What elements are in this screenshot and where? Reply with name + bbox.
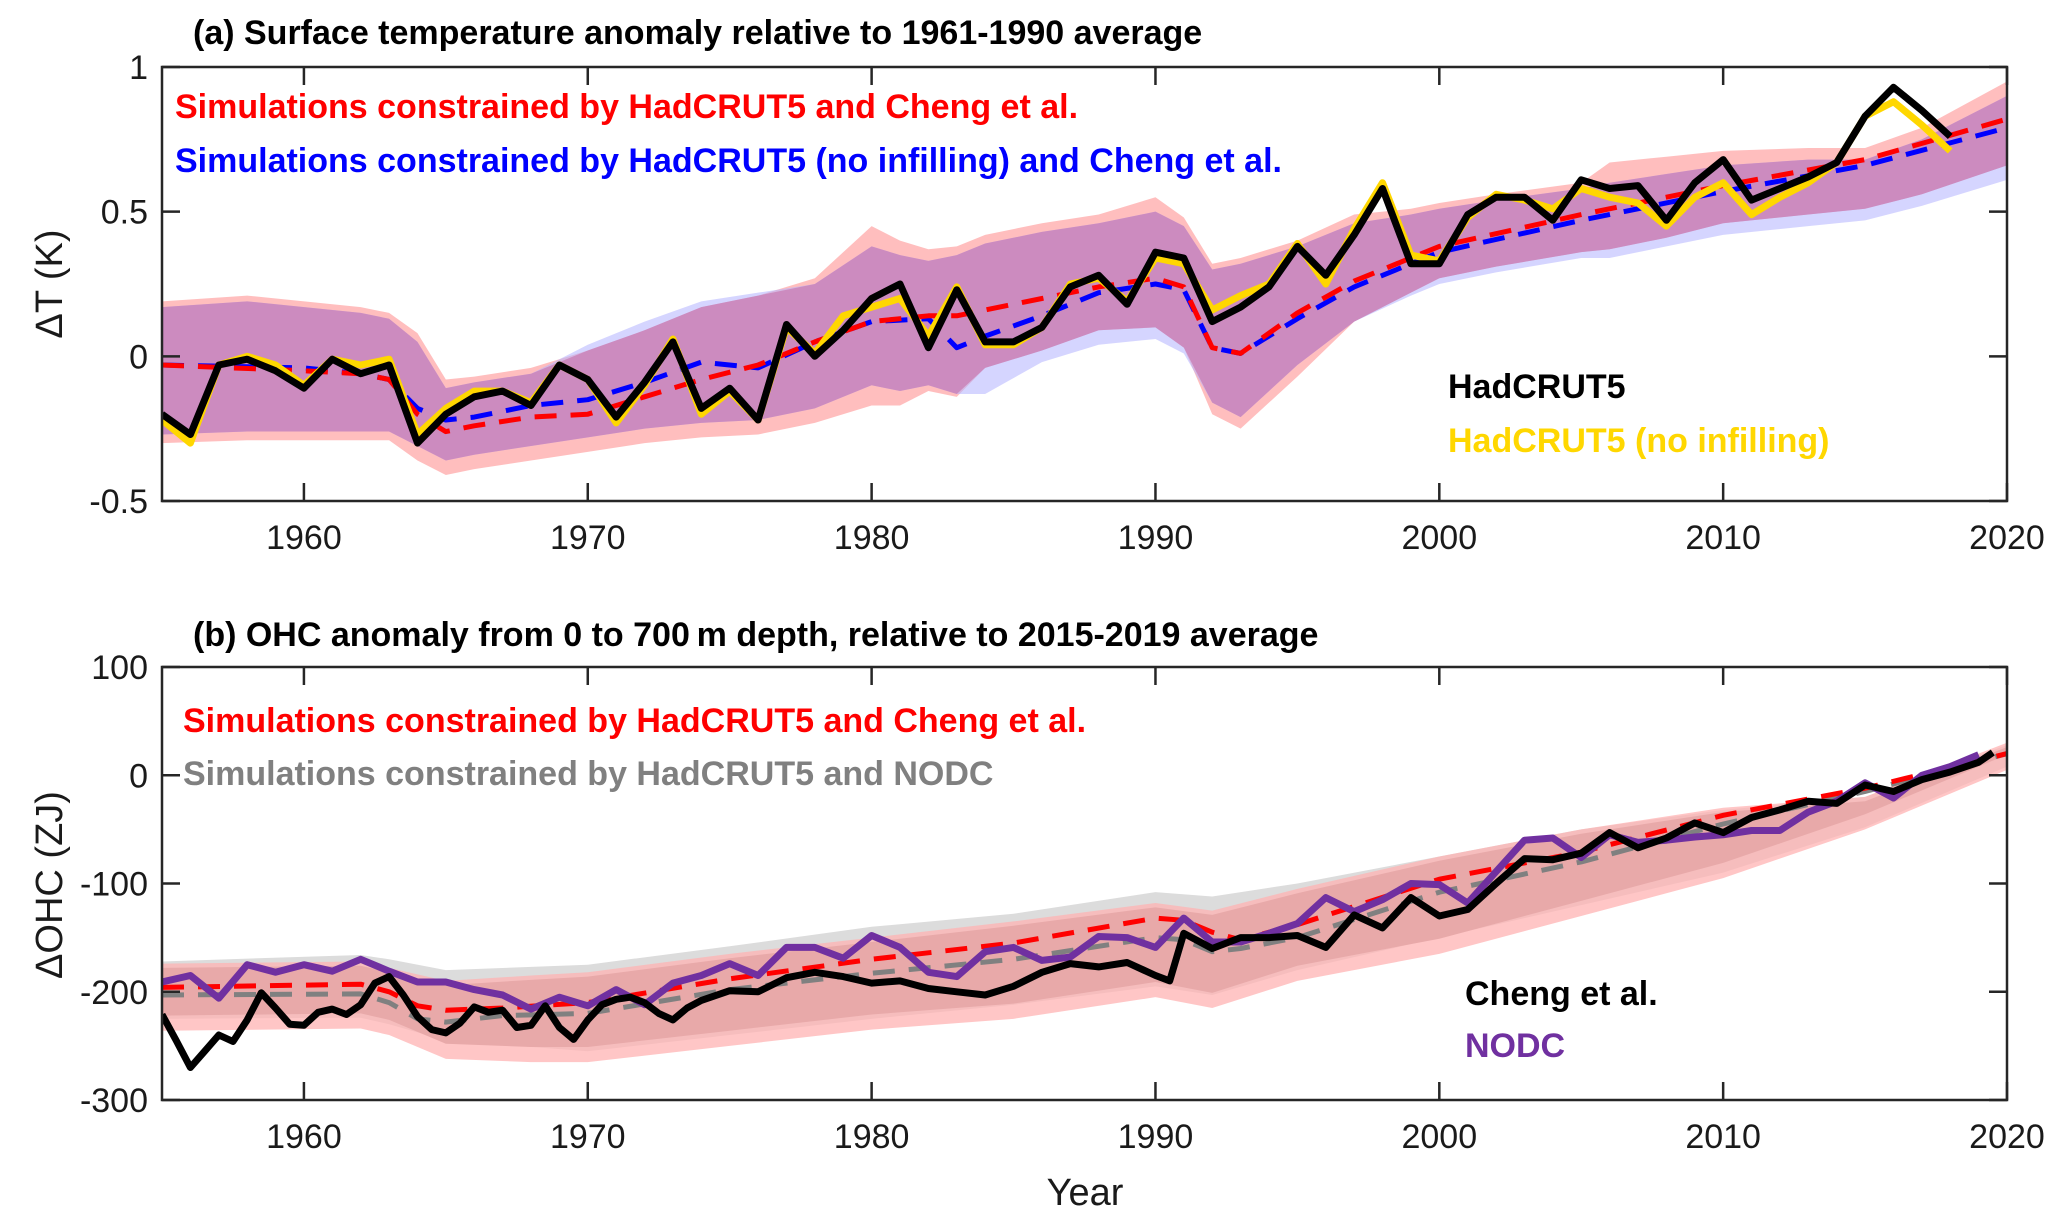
panel-a-series-simulations-constrained-by-hadcrut5-and-cheng-et-al (162, 116, 2007, 435)
panel-b-xlabel: Year (1047, 1172, 1124, 1214)
panel-a-xtick-label: 1980 (834, 519, 910, 557)
panel-a-temperature: (a) Surface temperature anomaly relative… (29, 14, 2045, 557)
panel-a-xtick-label: 2000 (1401, 519, 1477, 557)
panel-b-legend-cheng: Cheng et al. (1465, 975, 1658, 1013)
panel-a-plot-area: 1960 1970 1980 1990 2000 2010 2020 -0.5 0 0.5 1 (89, 49, 2044, 557)
panel-b-xtick-label: 2010 (1685, 1118, 1761, 1156)
panel-a-title: (a) Surface temperature anomaly relative… (193, 14, 1202, 52)
panel-b-plot-area: 1960 1970 1980 1990 2000 2010 2020 -300 -200 -100… (80, 649, 2045, 1156)
panel-b-ohc: (b) OHC anomaly from 0 to 700 m depth, r… (29, 616, 2045, 1214)
panel-b-title: (b) OHC anomaly from 0 to 700 m depth, r… (193, 616, 1318, 654)
panel-b-legend-gray: Simulations constrained by HadCRUT5 and … (183, 755, 993, 793)
panel-b-legend-nodc: NODC (1465, 1027, 1565, 1065)
panel-a-xtick-label: 2020 (1969, 519, 2045, 557)
panel-b-xtick-label: 1980 (834, 1118, 910, 1156)
panel-b-ytick-label: -200 (80, 974, 148, 1012)
panel-a-legend-blue: Simulations constrained by HadCRUT5 (no … (175, 142, 1282, 180)
panel-b-legend-red: Simulations constrained by HadCRUT5 and … (183, 702, 1086, 740)
panel-a-ytick-label: 0 (129, 338, 148, 376)
panel-a-series-layer (162, 81, 2007, 475)
panel-b-xtick-label: 2020 (1969, 1118, 2045, 1156)
panel-b-ylabel: ΔOHC (ZJ) (29, 791, 71, 979)
panel-b-ytick-label: 0 (129, 757, 148, 795)
panel-a-ytick-label: 1 (129, 49, 148, 87)
panel-b-series-nodc (162, 751, 1980, 1013)
panel-b-series-layer (162, 742, 2007, 1071)
panel-a-ylabel: ΔT (K) (29, 229, 71, 338)
panel-a-xtick-label: 1960 (266, 519, 342, 557)
panel-b-xtick-label: 1970 (550, 1118, 626, 1156)
panel-a-axes-box (160, 65, 2009, 503)
panel-a-legend-red: Simulations constrained by HadCRUT5 and … (175, 88, 1078, 126)
panel-b-xtick-label: 1960 (266, 1118, 342, 1156)
panel-a-ytick-label: 0.5 (101, 194, 148, 232)
panel-a-xtick-label: 1970 (550, 519, 626, 557)
panel-a-xtick-label: 1990 (1118, 519, 1194, 557)
panel-a-legend-hadcrut5: HadCRUT5 (1448, 368, 1626, 406)
panel-a-xtick-label: 2010 (1685, 519, 1761, 557)
panel-b-band-overlap (162, 747, 2007, 1047)
panel-b-ytick-label: -100 (80, 866, 148, 904)
panel-a-series-hadcrut5 (162, 83, 1953, 447)
panel-b-series-cheng-et-al (162, 749, 1995, 1071)
panel-b-xtick-label: 2000 (1401, 1118, 1477, 1156)
panel-b-ytick-label: -300 (80, 1082, 148, 1120)
panel-b-xtick-label: 1990 (1118, 1118, 1194, 1156)
panel-b-ytick-label: 100 (91, 649, 148, 687)
panel-a-ytick-label: -0.5 (89, 483, 148, 521)
panel-a-legend-hadcrut5-no-infilling: HadCRUT5 (no infilling) (1448, 422, 1830, 460)
